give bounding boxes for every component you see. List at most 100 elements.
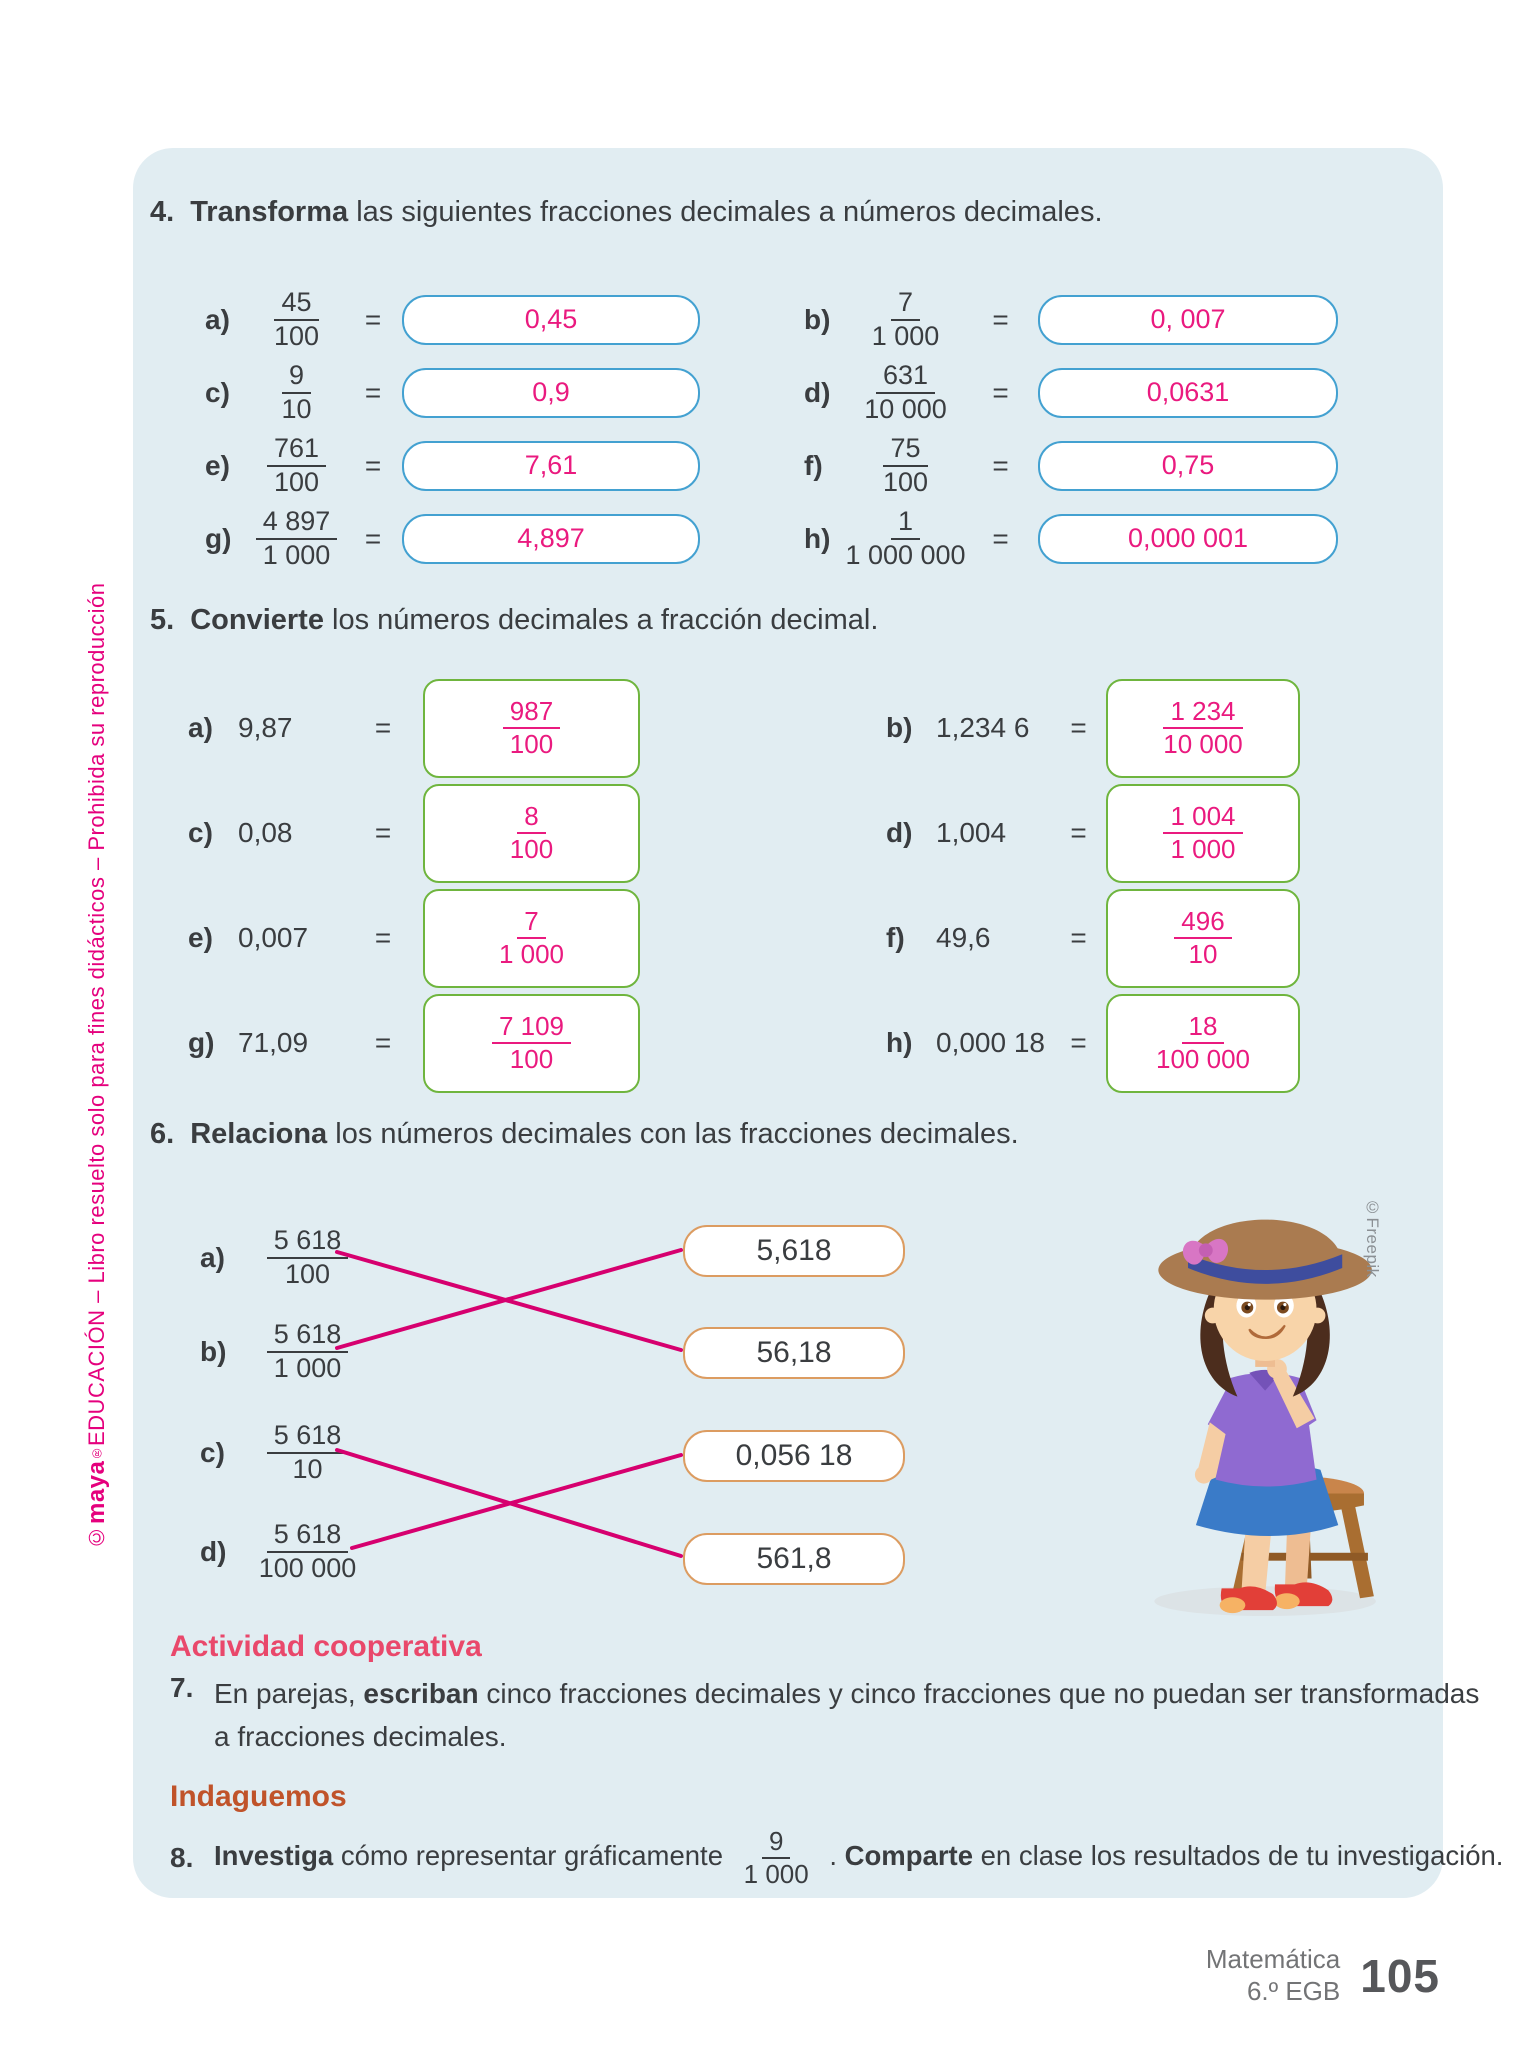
decimal-value: 49,6	[936, 922, 991, 953]
fraction: 5 618 100 000	[258, 1518, 357, 1583]
item-label: e)	[205, 449, 230, 481]
equals-sign: =	[992, 522, 1009, 554]
exercise-5-title: 5. Convierte los números decimales a frac…	[150, 604, 879, 636]
fraction: 631 10 000	[864, 359, 947, 424]
exercise-6-title: 6. Relaciona los números decimales con la…	[150, 1118, 1019, 1150]
item-label: h)	[804, 522, 831, 554]
exercise-number: 4.	[150, 196, 175, 228]
exercise-4-title: 4. Transforma las siguientes fracciones d…	[150, 196, 1103, 228]
equals-sign: =	[374, 1027, 392, 1058]
handwritten-answer: 7,61	[524, 450, 578, 480]
ex5-item-c: c) 0,08 = 8 100	[188, 783, 640, 883]
item-label: f)	[804, 449, 823, 481]
handwritten-answer: 0,9	[532, 377, 570, 407]
item-label: e)	[188, 922, 213, 953]
answer-box: 1 004 1 000	[1106, 783, 1300, 883]
ex6-option-4: 561,8	[683, 1533, 905, 1585]
hat	[1158, 1219, 1372, 1300]
decimal-value: 0,08	[238, 817, 293, 848]
coop-activity-heading: Actividad cooperativa	[170, 1630, 482, 1663]
equals-sign: =	[1070, 712, 1087, 743]
ex6-option-2: 56,18	[683, 1327, 905, 1379]
item-label: d)	[200, 1535, 227, 1567]
handwritten-fraction: 496 10	[1174, 906, 1232, 969]
item-label: a)	[200, 1241, 225, 1273]
legs	[1219, 1531, 1333, 1614]
answer-box: 4,897	[402, 513, 700, 564]
exercise-number: 7.	[170, 1672, 194, 1703]
fraction: 4 897 1 000	[255, 506, 338, 572]
decimal-value: 9,87	[238, 712, 293, 743]
handwritten-answer: 0,0631	[1146, 377, 1230, 407]
copyright-symbol: ©	[84, 1524, 109, 1551]
ex5-item-f: f) 49,6 = 496 10	[886, 888, 1300, 988]
ex5-item-g: g) 71,09 = 7 109 100	[188, 993, 640, 1093]
answer-box: 7 109 100	[423, 993, 640, 1093]
equals-sign: =	[374, 922, 392, 953]
handwritten-fraction: 1 234 10 000	[1163, 696, 1243, 759]
handwritten-answer: 0,45	[524, 304, 578, 334]
exercise-8-text: Investiga cómo representar gráficamente …	[214, 1826, 1504, 1889]
answer-box: 18 100 000	[1106, 993, 1300, 1093]
equals-sign: =	[992, 449, 1009, 481]
ex4-item-d: d) 631 10 000 = 0,0631	[804, 345, 1338, 440]
brand-name: maya	[83, 1461, 110, 1525]
answer-box: 0,45	[402, 294, 700, 345]
equals-sign: =	[374, 712, 392, 743]
equals-sign: =	[364, 522, 382, 554]
ex6-option-1: 5,618	[683, 1225, 905, 1277]
exercise-8: 8. Investiga cómo representar gráficamen…	[170, 1822, 1503, 1894]
item-label: a)	[188, 712, 213, 743]
answer-box: 7,61	[402, 440, 700, 491]
answer-box: 0,000 001	[1038, 513, 1338, 564]
ex5-item-b: b) 1,234 6 = 1 234 10 000	[886, 678, 1300, 778]
item-label: b)	[886, 712, 913, 743]
handwritten-answer: 4,897	[517, 523, 585, 553]
equals-sign: =	[374, 817, 392, 848]
handwritten-fraction: 1 004 1 000	[1163, 801, 1243, 864]
copyright-text: EDUCACIÓN – Libro resuelto solo para fin…	[84, 582, 109, 1446]
fraction: 5 618 10	[266, 1420, 349, 1486]
decimal-value: 1,004	[936, 817, 1007, 848]
handwritten-answer: 0, 007	[1150, 304, 1226, 334]
fraction: 45 100	[273, 286, 320, 351]
ex5-item-d: d) 1,004 = 1 004 1 000	[886, 783, 1300, 883]
exercise-7: 7. En parejas, escriban cinco fracciones…	[170, 1672, 1479, 1759]
item-label: d)	[886, 817, 913, 848]
subject-name: Matemática	[1205, 1944, 1341, 1974]
fraction: 761 100	[266, 433, 327, 499]
ex5-item-a: a) 9,87 = 987 100	[188, 678, 640, 778]
decimal-value: 0,000 18	[936, 1027, 1045, 1058]
handwritten-fraction: 7 109 100	[491, 1011, 572, 1074]
item-label: c)	[188, 817, 213, 848]
fraction: 75 100	[882, 432, 929, 497]
answer-box: 8 100	[423, 783, 640, 883]
ex4-item-c: c) 9 10 = 0,9	[205, 345, 700, 440]
exercise-keyword: Transforma	[190, 196, 349, 228]
equals-sign: =	[992, 303, 1009, 335]
exercise-7-text: En parejas, escriban cinco fracciones de…	[214, 1678, 1480, 1753]
item-label: b)	[804, 303, 831, 335]
fraction: 9 10	[281, 359, 312, 424]
answer-box: 0,0631	[1038, 367, 1338, 418]
ex4-item-g: g) 4 897 1 000 = 4,897	[205, 491, 700, 586]
answer-box: 496 10	[1106, 888, 1300, 988]
handwritten-fraction: 8 100	[509, 801, 554, 864]
handwritten-fraction: 18 100 000	[1156, 1011, 1250, 1074]
ex6-item-a: a) 5 618 100	[200, 1210, 375, 1305]
answer-box: 1 234 10 000	[1106, 678, 1300, 778]
grade-level: 6.º EGB	[1246, 1975, 1341, 2006]
exercise-number: 5.	[150, 604, 175, 636]
freepik-credit: ©Freepik	[1363, 1198, 1382, 1278]
fraction: 5 618 1 000	[266, 1319, 349, 1385]
ex4-item-a: a) 45 100 = 0,45	[205, 272, 700, 367]
page-footer: Matemática 6.º EGB 105	[1040, 1944, 1440, 2007]
ex6-item-b: b) 5 618 1 000	[200, 1304, 375, 1399]
item-label: b)	[200, 1335, 227, 1367]
